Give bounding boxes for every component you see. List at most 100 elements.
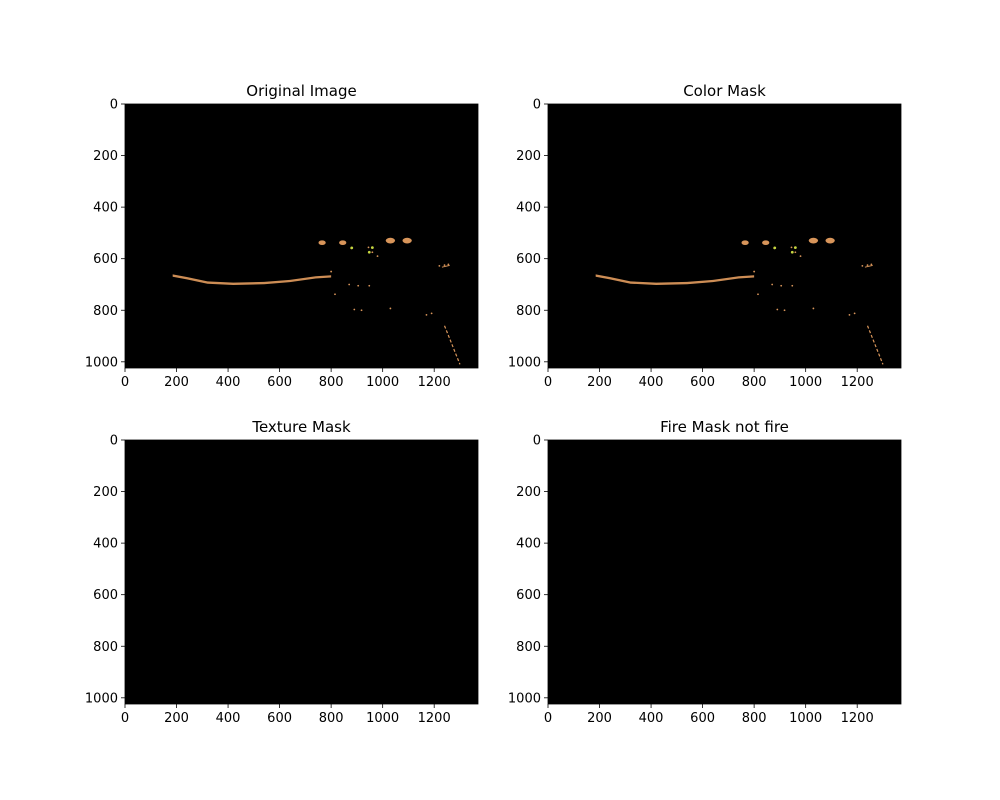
- bright-speck: [793, 246, 797, 250]
- y-tick-label: 1000: [508, 355, 541, 370]
- fire-speck: [753, 270, 756, 273]
- fire-speck: [870, 263, 873, 266]
- x-tick-label: 400: [639, 711, 664, 726]
- y-tick-label: 1000: [85, 355, 118, 370]
- y-tick-label: 600: [516, 588, 541, 603]
- fire-speck: [861, 265, 864, 267]
- fire-speck: [780, 284, 783, 287]
- x-tick-label: 1200: [841, 375, 874, 390]
- texture-mask-image-area: [125, 440, 478, 704]
- fire-speck: [853, 312, 856, 315]
- fire-blob: [385, 237, 396, 244]
- y-tick-label: 1000: [85, 691, 118, 706]
- y-tick-label: 0: [533, 98, 541, 113]
- x-tick-label: 0: [544, 711, 552, 726]
- x-tick-label: 0: [121, 375, 129, 390]
- fire-speck: [368, 284, 371, 287]
- x-tick-label: 800: [742, 375, 767, 390]
- original-image-subplot: Original Image 0 200 400 600 800 1000 1200 0 200 4…: [85, 82, 479, 390]
- fire-blob: [808, 237, 819, 244]
- fire-mask-title: Fire Mask not fire: [660, 418, 789, 436]
- y-tick-label: 0: [110, 98, 118, 113]
- texture-mask-frame: [124, 439, 479, 705]
- fire-speck: [438, 265, 441, 267]
- fire-speck: [794, 251, 797, 254]
- fire-mask-subplot: Fire Mask not fire 0 200 400 600 800 1000 1200 0…: [508, 418, 902, 726]
- fire-mask-frame: [547, 439, 902, 705]
- fire-blob: [825, 237, 835, 244]
- fire-blob: [318, 240, 326, 246]
- x-tick-label: 800: [319, 711, 344, 726]
- x-tick-label: 400: [639, 375, 664, 390]
- fire-blob: [339, 240, 347, 246]
- y-tick-label: 800: [93, 640, 118, 655]
- x-tick-label: 200: [587, 375, 612, 390]
- fire-speck: [866, 264, 869, 267]
- fire-speck: [783, 309, 786, 312]
- original-image-frame: [124, 103, 479, 369]
- color-mask-frame: [547, 103, 902, 369]
- fire-trace: [866, 325, 884, 365]
- y-tick-label: 400: [93, 537, 118, 552]
- bright-speck: [773, 246, 777, 250]
- fire-speck: [757, 293, 759, 296]
- y-tick-label: 800: [516, 640, 541, 655]
- fire-speck: [371, 251, 374, 254]
- fire-streak: [595, 274, 755, 285]
- fire-speck: [334, 293, 336, 296]
- fire-blob: [762, 240, 770, 246]
- color-mask-image-area: [548, 104, 901, 368]
- y-tick-label: 0: [110, 434, 118, 449]
- fire-speck: [447, 263, 450, 266]
- bright-speck: [790, 250, 794, 254]
- x-tick-label: 800: [742, 711, 767, 726]
- y-tick-label: 400: [516, 537, 541, 552]
- fire-speck: [353, 308, 356, 311]
- fire-speck: [791, 284, 794, 287]
- x-tick-label: 400: [216, 711, 241, 726]
- fire-trace: [864, 264, 873, 268]
- color-mask-subplot: Color Mask 0 200 400 600 800 1000 1200 0 200 400 60…: [508, 82, 902, 390]
- fire-speck: [771, 283, 774, 286]
- y-tick-label: 400: [93, 201, 118, 216]
- fire-speck: [776, 308, 779, 311]
- x-tick-label: 800: [319, 375, 344, 390]
- y-tick-label: 800: [93, 304, 118, 319]
- fire-speck: [790, 246, 793, 249]
- original-image-title: Original Image: [246, 82, 356, 100]
- x-tick-label: 200: [587, 711, 612, 726]
- x-tick-label: 200: [164, 711, 189, 726]
- y-tick-label: 200: [516, 485, 541, 500]
- texture-mask-title: Texture Mask: [251, 418, 351, 436]
- x-tick-label: 600: [267, 711, 292, 726]
- fire-speck: [389, 307, 392, 310]
- x-tick-label: 1200: [418, 711, 451, 726]
- x-tick-label: 600: [690, 375, 715, 390]
- y-tick-label: 600: [93, 588, 118, 603]
- y-tick-label: 600: [93, 252, 118, 267]
- fire-speck: [848, 313, 851, 316]
- color-mask-title: Color Mask: [683, 82, 766, 100]
- original-image-image-area: [125, 104, 478, 368]
- fire-speck: [348, 283, 351, 286]
- fire-speck: [425, 313, 428, 316]
- fire-speck: [376, 255, 379, 258]
- fire-blob: [741, 240, 749, 246]
- fire-trace: [443, 325, 461, 365]
- x-tick-label: 1200: [841, 711, 874, 726]
- x-tick-label: 600: [690, 711, 715, 726]
- y-tick-label: 200: [93, 485, 118, 500]
- fire-speck: [812, 307, 815, 310]
- fire-speck: [430, 312, 433, 315]
- x-tick-label: 1000: [789, 711, 822, 726]
- x-tick-label: 1000: [366, 375, 399, 390]
- x-tick-label: 0: [121, 711, 129, 726]
- x-tick-label: 400: [216, 375, 241, 390]
- fire-speck: [330, 270, 333, 273]
- y-tick-label: 800: [516, 304, 541, 319]
- y-tick-label: 1000: [508, 691, 541, 706]
- y-tick-label: 400: [516, 201, 541, 216]
- bright-speck: [370, 246, 374, 250]
- y-tick-label: 0: [533, 434, 541, 449]
